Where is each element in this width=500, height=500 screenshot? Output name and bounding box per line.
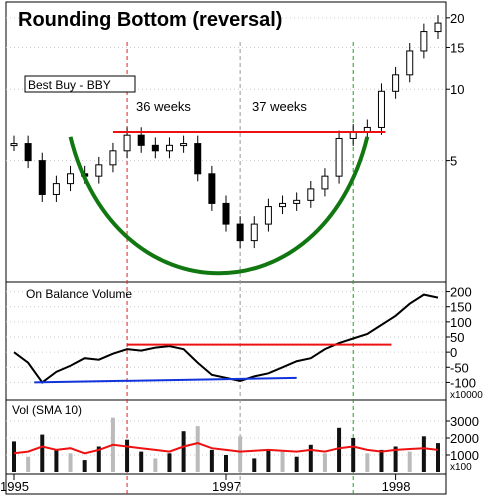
price-tick-label: 15 [450,40,464,55]
price-bar-body [335,137,343,177]
price-bar-body [406,50,414,76]
obv-tick-label: -100 [450,375,476,390]
volume-bar [195,426,200,472]
x-tick-label: 1997 [212,479,241,494]
volume-bar [82,460,87,472]
volume-bar [294,456,299,472]
price-bar-body [24,143,32,162]
x-tick-label: 1995 [0,479,29,494]
volume-bar [68,453,73,472]
price-bar-body [208,173,216,204]
price-bar-body [293,199,301,204]
volume-panel-label: Vol (SMA 10) [12,403,82,417]
price-bar-body [123,134,131,152]
volume-bar [54,449,59,472]
volume-bar [238,436,243,472]
obv-tick-label: 200 [450,285,472,300]
volume-bar [167,453,172,472]
price-bar-body [151,144,159,152]
volume-bar [139,451,144,472]
price-bar-body [392,74,400,92]
price-bar-body [307,188,315,201]
volume-bar [280,451,285,472]
volume-bar [12,441,16,472]
volume-bar [252,458,257,472]
obv-multiplier-label: x10000 [450,390,483,401]
volume-multiplier-label: x100 [450,462,472,473]
volume-bar [26,456,31,472]
price-bar-body [264,206,272,225]
volume-bar [351,438,356,472]
volume-bar [209,449,214,472]
price-bar-body [222,202,230,225]
volume-bar [379,449,384,472]
price-bar-body [67,173,75,185]
price-bar-body [165,144,173,152]
obv-tick-label: -50 [450,360,469,375]
obv-panel-label: On Balance Volume [26,287,132,301]
volume-bar [393,446,398,472]
annotation-37-weeks: 37 weeks [252,99,307,114]
price-tick-label: 20 [450,11,464,26]
price-bar-body [377,90,385,128]
volume-bar [365,453,370,472]
volume-bar [308,444,313,472]
chart-title: Rounding Bottom (reversal) [18,9,282,31]
price-bar-body [321,175,329,190]
price-tick-label: 10 [450,82,464,97]
obv-line [13,293,439,384]
price-bar-body [180,143,188,147]
volume-bar [407,451,412,472]
volume-bar [40,434,45,472]
price-bar-body [52,183,60,195]
volume-tick-label: 2000 [450,431,479,446]
price-bar-body [250,223,258,242]
volume-bar [337,427,342,472]
obv-tick-label: 50 [450,330,464,345]
stock-label: Best Buy - BBY [28,78,111,92]
volume-bar [322,453,327,472]
annotation-36-weeks: 36 weeks [136,99,191,114]
price-bar-body [137,134,145,146]
volume-bar [96,446,101,472]
volume-tick-label: 3000 [450,414,479,429]
volume-bar [153,458,158,472]
rounding-bottom-curve [68,136,370,276]
price-bar-body [95,164,103,177]
price-bar-body [38,160,46,195]
obv-tick-label: 100 [450,315,472,330]
volume-bar [421,436,426,472]
price-bar-body [236,223,244,242]
price-bar-body [279,202,287,208]
volume-tick-label: 1000 [450,448,479,463]
price-bar-body [10,143,18,147]
volume-bar [266,449,271,472]
stock-label-box [24,75,136,93]
price-bar-body [109,150,117,166]
obv-tick-label: 0 [450,345,457,360]
price-tick-label: 5 [450,154,457,169]
price-bar-body [434,22,442,33]
x-tick-label: 1998 [382,479,411,494]
price-bar-body [194,143,202,175]
price-bar-body [420,31,428,52]
obv-support-line [34,376,297,384]
volume-bar [436,443,440,472]
volume-bar [125,439,130,472]
volume-bar [181,431,186,472]
volume-sma-line [13,442,439,455]
obv-tick-label: 150 [450,300,472,315]
volume-bar [224,455,228,472]
